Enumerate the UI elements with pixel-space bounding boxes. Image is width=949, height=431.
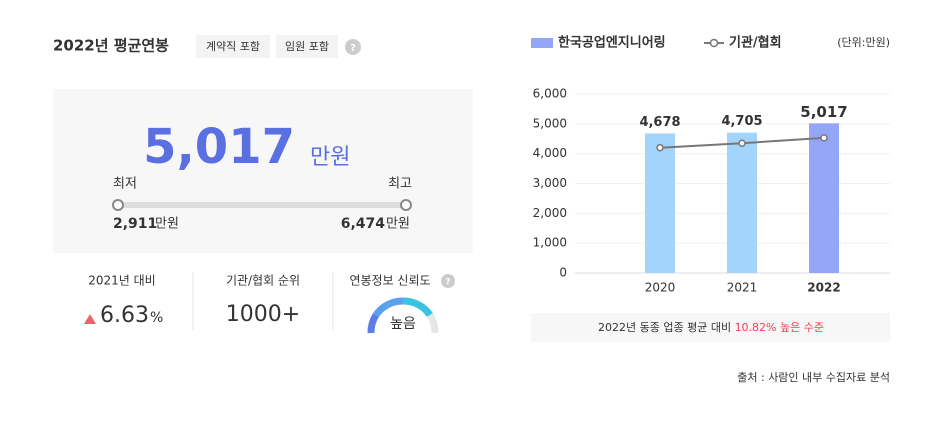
x-tick-label: 2020 [645,281,676,295]
tag: 임원 포함 [285,40,329,53]
y-tick-label: 4,000 [533,146,567,160]
line-point [738,139,746,147]
salary-unit: 만원 [310,145,350,170]
legend-label: 한국공업엔지니어링 [558,35,666,51]
line-point [820,134,828,142]
legend-swatch [531,38,553,48]
stat-value: 1000+ [226,302,300,327]
x-tick-label: 2021 [727,281,758,295]
y-tick-label: 1,000 [533,236,567,250]
y-tick-label: 3,000 [533,176,567,190]
min-label: 최저 [113,177,137,192]
help-text: ? [445,278,450,288]
source: 출처 : 사람인 내부 수집자료 분석 [737,371,890,384]
min-value: 2,911 [113,216,157,232]
salary-value: 5,017 [143,119,295,175]
legend-marker [709,38,719,48]
max-label: 최고 [388,177,412,192]
help-text: ? [350,43,356,54]
note-highlight: 10.82% 높은 수준 [735,321,824,334]
stat-value: 6.63 [100,303,149,328]
x-tick-label: 2022 [807,281,840,295]
tag-bg [276,35,338,58]
bar [645,133,675,273]
help-icon[interactable] [345,39,361,55]
title: 2022년 평균연봉 [53,37,169,55]
y-tick-label: 5,000 [533,116,567,130]
tag: 계약직 포함 [206,39,260,53]
value-label: 4,678 [639,115,680,130]
stat-label: 연봉정보 신뢰도 [349,274,430,288]
y-tick-label: 6,000 [533,87,567,101]
stat-label: 기관/협회 순위 [226,274,300,288]
min-unit: 만원 [155,217,179,232]
max-unit: 만원 [386,217,410,232]
value-label: 5,017 [800,103,847,121]
line-point [656,143,664,152]
stat-label: 2021년 대비 [88,274,155,288]
stat-value: 높음 [390,316,416,332]
help-icon[interactable] [441,274,455,288]
range-handle [112,199,124,211]
range-handle [400,199,412,211]
note-box [531,313,890,342]
value-label: 4,705 [721,114,762,129]
note-text: 2022년 동종 업종 평균 대비 [598,321,731,334]
salary-panel [53,89,473,253]
y-tick-label: 2,000 [533,206,567,220]
note: 2022년 동종 업종 평균 대비 10.82% 높은 수준 [598,321,824,334]
y-tick-label: 0 [559,266,567,280]
stat-unit: % [150,310,163,326]
max-value: 6,474 [341,216,386,232]
bar [809,123,839,273]
tag-bg [196,35,270,58]
unit-label: (단위:만원) [837,36,890,49]
legend-label: 기관/협회 [729,35,782,51]
gauge [367,297,439,334]
bar [727,132,757,273]
up-arrow [84,314,96,324]
